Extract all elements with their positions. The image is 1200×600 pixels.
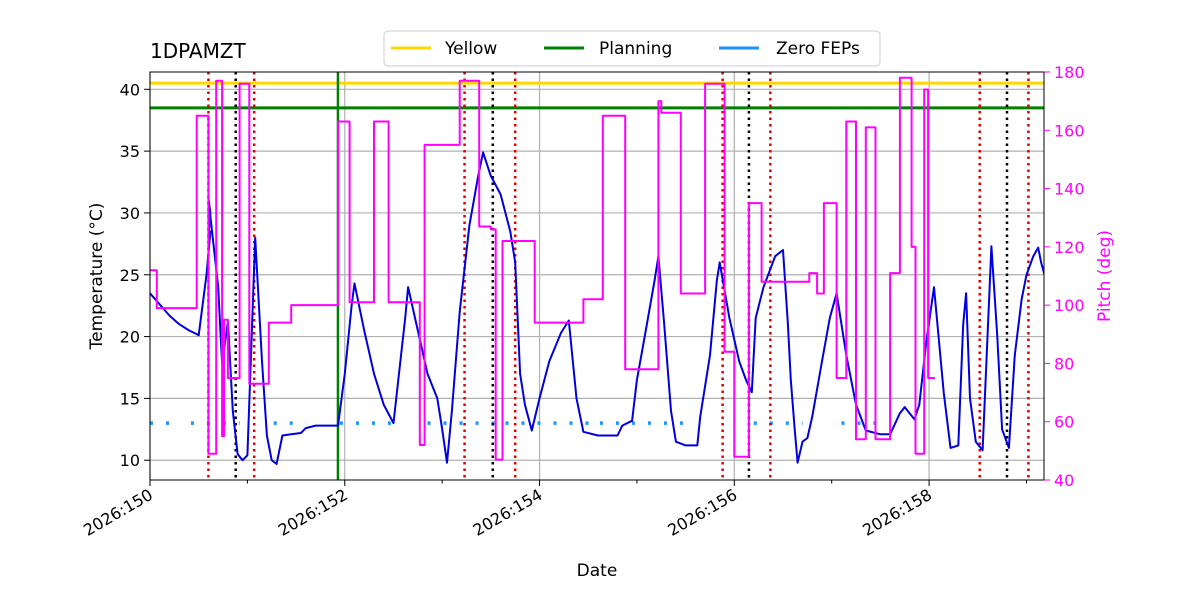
legend-item-planning: Planning [544, 39, 672, 59]
y2-tick-label: 160 [1054, 121, 1085, 140]
y-tick-label: 10 [120, 451, 140, 470]
y2-tick-label: 60 [1054, 413, 1074, 432]
grid [149, 72, 1044, 480]
y-axis-label: Temperature (°C) [87, 203, 107, 351]
y2-tick-label: 100 [1054, 296, 1085, 315]
y-tick-label: 40 [120, 80, 140, 99]
y-tick-label: 30 [120, 204, 140, 223]
y2-tick-label: 80 [1054, 354, 1074, 373]
legend-item-yellow: Yellow [391, 39, 497, 59]
chart-title: 1DPAMZT [150, 39, 247, 63]
y-tick-label: 25 [120, 266, 140, 285]
legend-label-yellow: Yellow [444, 39, 497, 59]
y-tick-label: 35 [120, 142, 140, 161]
legend-label-zero-feps: Zero FEPs [776, 39, 860, 59]
y2-tick-label: 140 [1054, 180, 1085, 199]
pitch-series-line [150, 76, 935, 461]
y2-axis-label: Pitch (deg) [1095, 230, 1115, 322]
y2-tick-label: 120 [1054, 238, 1085, 257]
x-axis-label: Date [577, 561, 618, 581]
plot-frame [149, 71, 1045, 481]
legend-item-zero-feps: Zero FEPs [719, 39, 860, 59]
legend: Yellow Planning Zero FEPs [383, 30, 881, 67]
temperature-series-line [150, 151, 1044, 465]
y-tick-label: 15 [120, 389, 140, 408]
plot-area [150, 72, 1044, 480]
legend-label-planning: Planning [599, 39, 672, 59]
y-tick-label: 20 [120, 328, 140, 347]
y2-tick-label: 180 [1054, 63, 1085, 82]
y2-tick-label: 40 [1054, 471, 1074, 490]
